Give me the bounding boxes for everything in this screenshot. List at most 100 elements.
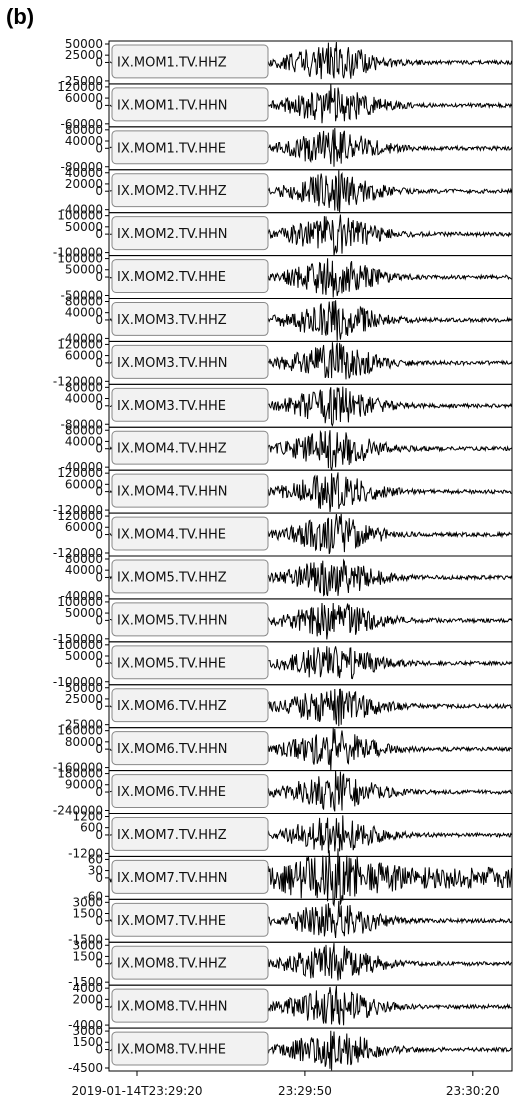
y-tick-label: 80000 [65, 295, 103, 309]
y-tick-label: 0 [95, 1000, 103, 1014]
y-tick-label: 0 [95, 914, 103, 928]
y-tick-label: 0 [95, 485, 103, 499]
y-tick-label: -40000 [60, 203, 103, 217]
trace-label: IX.MOM5.TV.HHE [117, 656, 226, 671]
trace-label-box [111, 173, 269, 208]
trace-panels: 50000250000-25000IX.MOM1.TV.HHZ120000600… [53, 37, 513, 1075]
trace-label-box [111, 731, 269, 766]
y-tick-label: 20000 [65, 177, 103, 191]
y-tick-label: -1200 [68, 846, 103, 860]
y-tick-label: 60000 [65, 477, 103, 491]
y-tick-label: 0 [95, 871, 103, 885]
y-tick-label: 80000 [65, 380, 103, 394]
y-tick-label: -120000 [53, 503, 103, 517]
y-tick-label: -40000 [60, 331, 103, 345]
trace-label: IX.MOM8.TV.HHZ [117, 957, 227, 972]
y-tick-label: 0 [95, 356, 103, 370]
y-tick-label: 0 [95, 613, 103, 627]
y-tick-label: 50000 [65, 263, 103, 277]
y-tick-label: -60000 [60, 117, 103, 131]
y-tick-label: 4000 [72, 981, 103, 995]
y-tick-label: 40000 [65, 434, 103, 448]
y-tick-label: 40000 [65, 563, 103, 577]
y-tick-label: -50000 [60, 289, 103, 303]
y-tick-label: 0 [95, 313, 103, 327]
trace-label: IX.MOM4.TV.HHN [117, 485, 228, 500]
trace-label-box [111, 902, 269, 937]
trace-label-box [111, 130, 269, 165]
y-tick-label: 0 [95, 141, 103, 155]
y-tick-label: 50000 [65, 220, 103, 234]
y-tick-label: -120000 [53, 546, 103, 560]
trace-label: IX.MOM6.TV.HHN [117, 742, 228, 757]
y-tick-label: 0 [95, 528, 103, 542]
y-tick-label: 120000 [57, 509, 103, 523]
y-tick-label: -80000 [60, 160, 103, 174]
y-tick-label: 50000 [65, 681, 103, 695]
y-tick-label: 0 [95, 184, 103, 198]
y-tick-label: 80000 [65, 423, 103, 437]
trace-label-box [111, 387, 269, 422]
y-tick-label: 60000 [65, 91, 103, 105]
x-tick-label: 23:29:50 [278, 1084, 332, 1098]
trace-label-box [111, 516, 269, 551]
y-tick-label: 0 [95, 828, 103, 842]
y-tick-label: 120000 [57, 466, 103, 480]
trace-label-box [111, 645, 269, 680]
trace-label: IX.MOM3.TV.HHE [117, 399, 226, 414]
y-tick-label: -60 [83, 889, 103, 903]
y-tick-label: 50000 [65, 649, 103, 663]
y-tick-label: 0 [95, 742, 103, 756]
x-tick-label: 2019-01-14T23:29:20 [72, 1084, 203, 1098]
trace-label: IX.MOM1.TV.HHE [117, 141, 226, 156]
trace-label-box [111, 559, 269, 594]
y-tick-label: 0 [95, 570, 103, 584]
y-tick-label: 50000 [65, 606, 103, 620]
trace-label-box [111, 87, 269, 122]
trace-label: IX.MOM1.TV.HHN [117, 98, 228, 113]
y-tick-label: 0 [95, 227, 103, 241]
y-tick-label: 100000 [57, 595, 103, 609]
trace-label: IX.MOM7.TV.HHE [117, 914, 226, 929]
trace-label-box [111, 774, 269, 808]
y-tick-label: 3000 [72, 895, 103, 909]
trace-label: IX.MOM5.TV.HHN [117, 613, 228, 628]
y-tick-label: 1200 [72, 810, 103, 824]
trace-label: IX.MOM6.TV.HHE [117, 785, 226, 800]
trace-label-box [111, 859, 269, 894]
y-tick-label: 25000 [65, 692, 103, 706]
y-tick-label: -120000 [53, 374, 103, 388]
x-axis: 2019-01-14T23:29:20 23:29:50 23:30:20 [72, 1071, 500, 1098]
y-tick-label: 100000 [57, 638, 103, 652]
trace-label: IX.MOM3.TV.HHN [117, 356, 228, 371]
y-tick-label: -100000 [53, 246, 103, 260]
y-tick-label: 40000 [65, 391, 103, 405]
trace-label-box [111, 430, 269, 465]
y-tick-label: 120000 [57, 337, 103, 351]
trace-label: IX.MOM8.TV.HHE [117, 1043, 226, 1058]
trace-label-box [111, 817, 269, 851]
y-tick-label: -4000 [68, 1018, 103, 1032]
y-tick-label: 1500 [72, 906, 103, 920]
y-tick-label: 0 [95, 270, 103, 284]
trace-label: IX.MOM2.TV.HHZ [117, 184, 227, 199]
y-tick-label: 180000 [57, 767, 103, 781]
y-tick-label: 1500 [72, 1035, 103, 1049]
y-tick-label: 2000 [72, 992, 103, 1006]
y-tick-label: 0 [95, 699, 103, 713]
y-tick-label: 90000 [65, 778, 103, 792]
x-tick-label: 23:30:20 [446, 1084, 500, 1098]
